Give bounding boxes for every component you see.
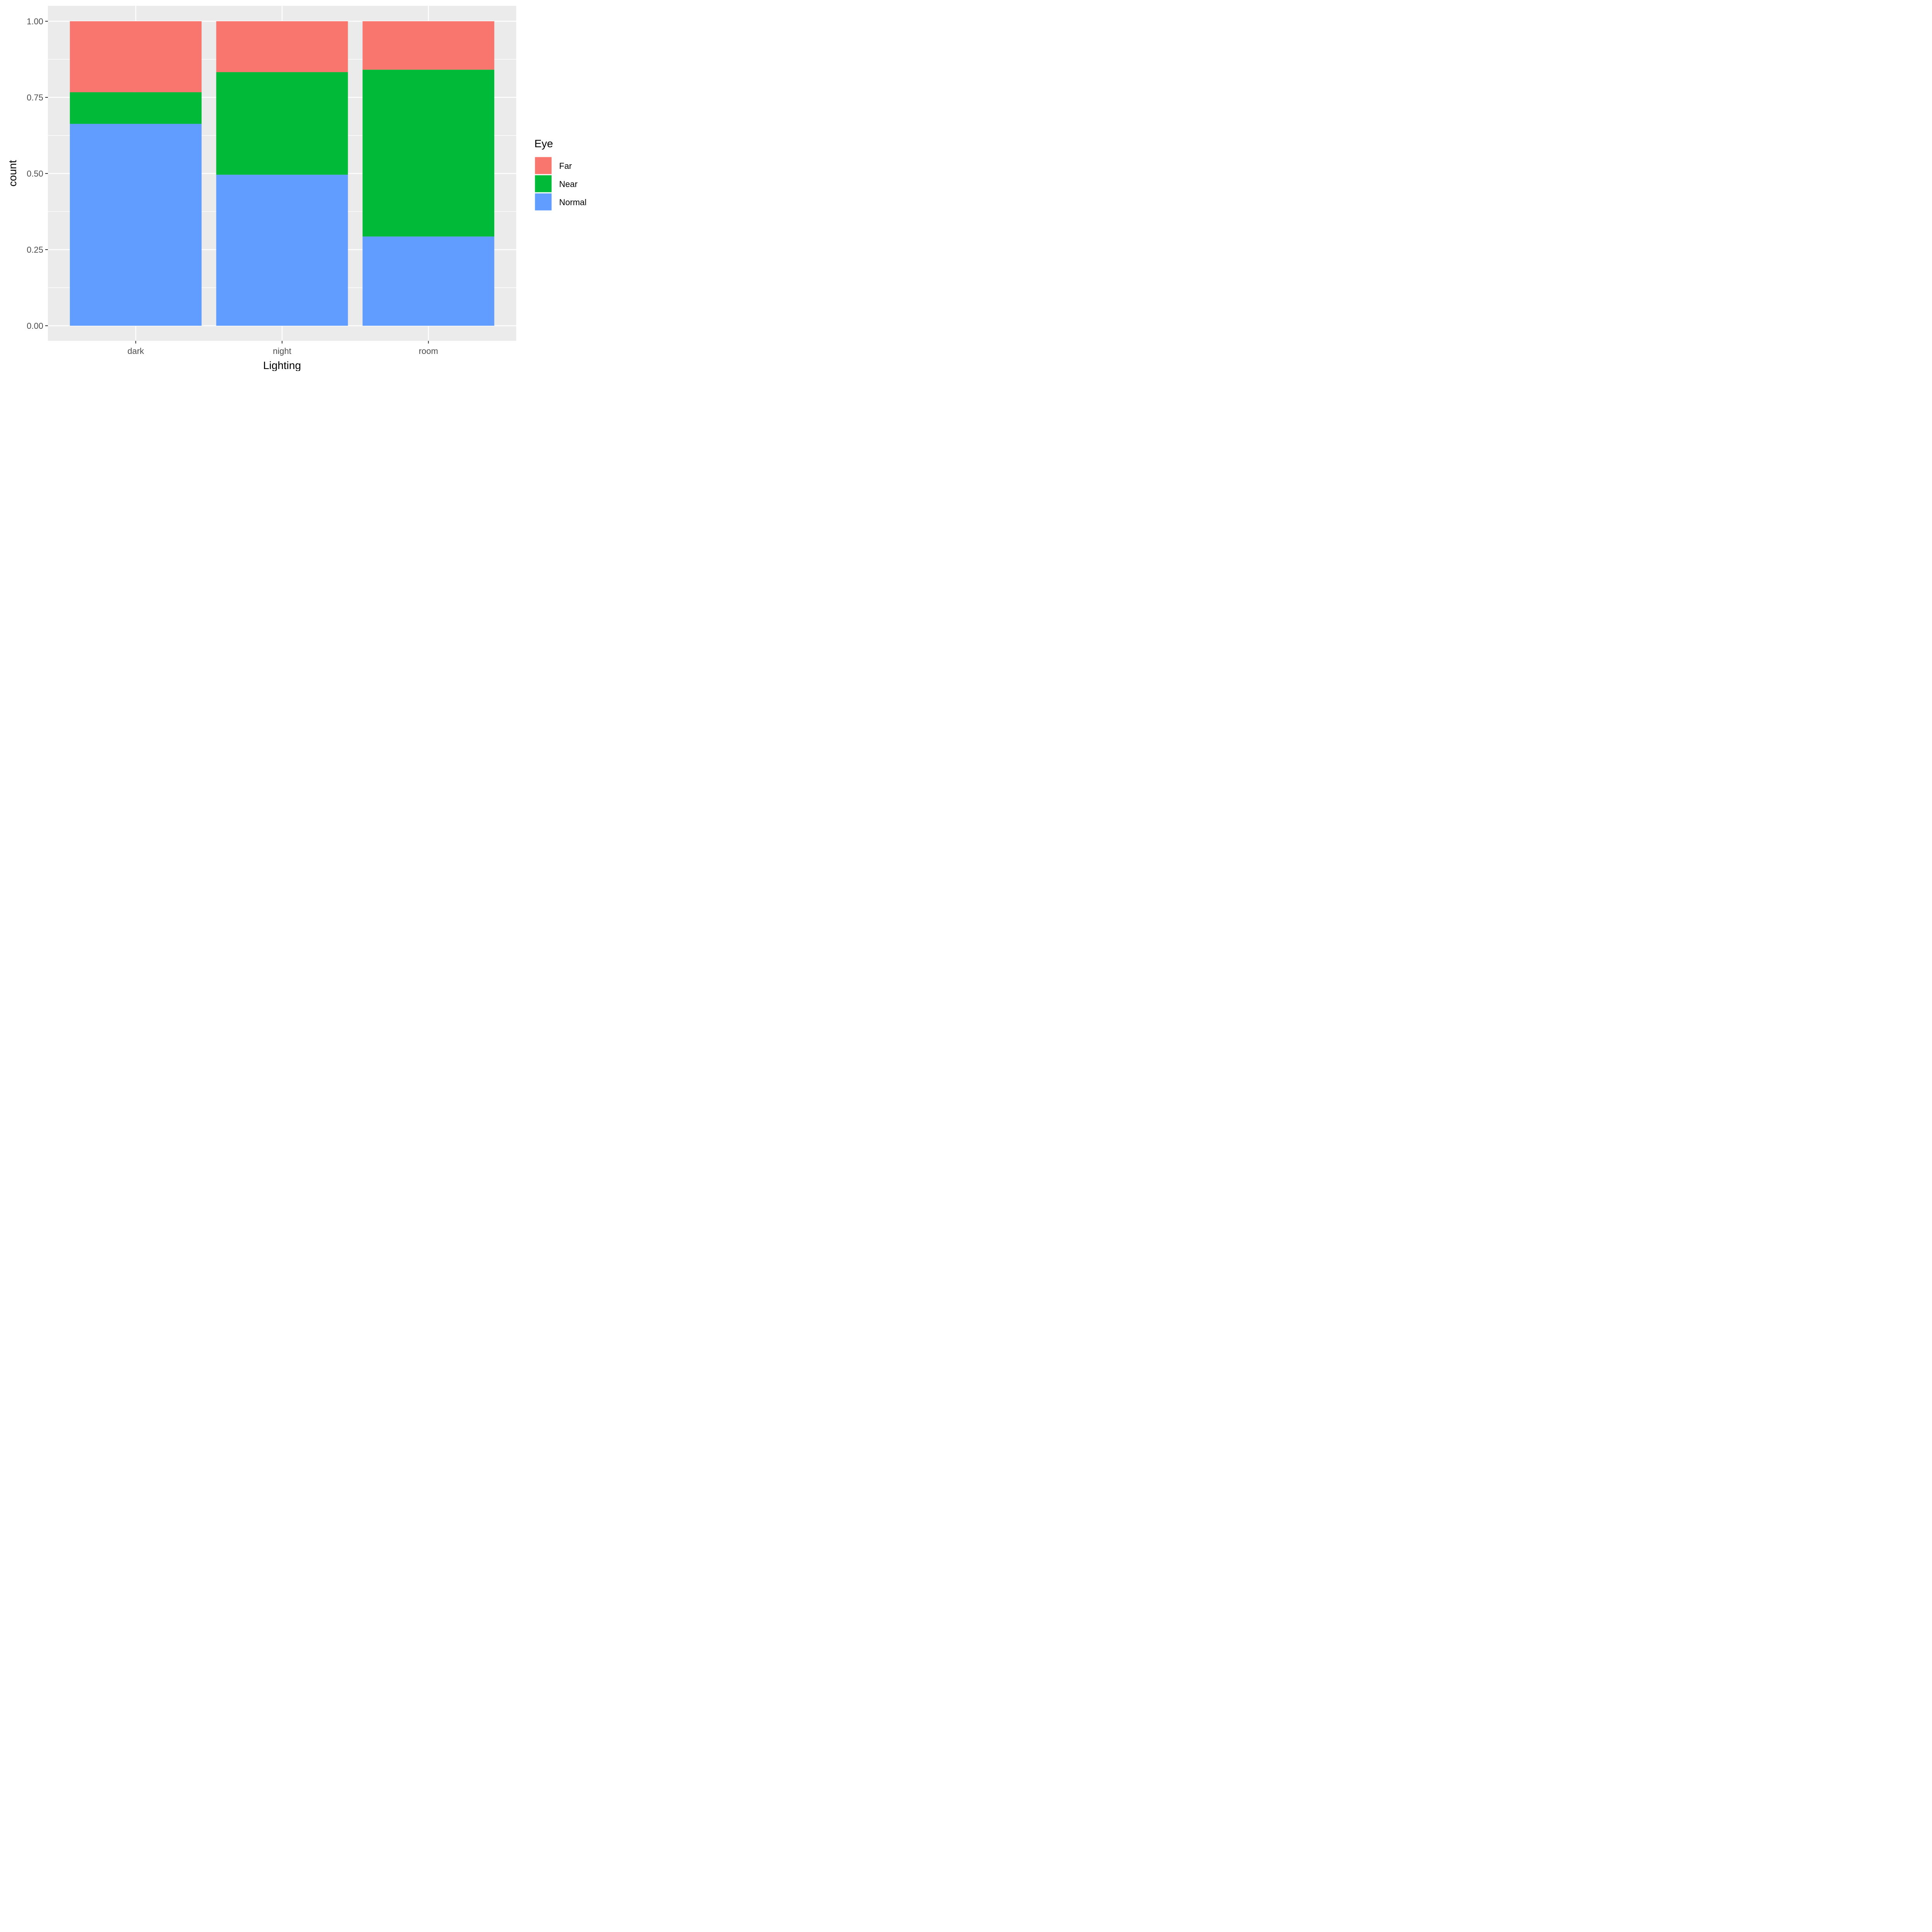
bar-segment-night-normal xyxy=(216,175,348,326)
legend: Eye Far Near Normal xyxy=(534,138,587,211)
legend-key-near xyxy=(534,175,552,193)
legend-title: Eye xyxy=(534,138,553,150)
bar-segment-room-far xyxy=(362,21,495,70)
bar-segment-room-near xyxy=(362,70,495,237)
bar-segment-dark-near xyxy=(70,92,202,124)
bar-segment-dark-normal xyxy=(70,124,202,326)
legend-key-far xyxy=(534,156,552,175)
y-axis: 0.00 0.25 0.50 0.75 1.00 xyxy=(27,17,48,331)
bar-segment-room-normal xyxy=(362,236,495,326)
bars xyxy=(70,21,495,326)
bar-segment-dark-far xyxy=(70,21,202,92)
legend-label-far: Far xyxy=(559,161,572,171)
y-tick-label: 0.00 xyxy=(27,321,43,331)
x-tick-label-dark: dark xyxy=(128,346,145,356)
legend-label-near: Near xyxy=(559,179,578,189)
legend-label-normal: Normal xyxy=(559,197,587,207)
bar-segment-night-near xyxy=(216,72,348,175)
x-axis: dark night room xyxy=(128,341,438,356)
x-tick-label-room: room xyxy=(419,346,438,356)
bar-segment-night-far xyxy=(216,21,348,72)
y-tick-label: 0.75 xyxy=(27,93,43,102)
x-axis-title: Lighting xyxy=(263,359,301,371)
legend-key-normal xyxy=(534,193,552,211)
x-tick-label-night: night xyxy=(273,346,291,356)
y-axis-title: count xyxy=(7,160,19,187)
y-tick-label: 0.25 xyxy=(27,245,43,255)
stacked-bar-chart: 0.00 0.25 0.50 0.75 1.00 dark night room Light… xyxy=(7,6,587,371)
y-tick-label: 0.50 xyxy=(27,169,43,179)
y-tick-label: 1.00 xyxy=(27,17,43,26)
